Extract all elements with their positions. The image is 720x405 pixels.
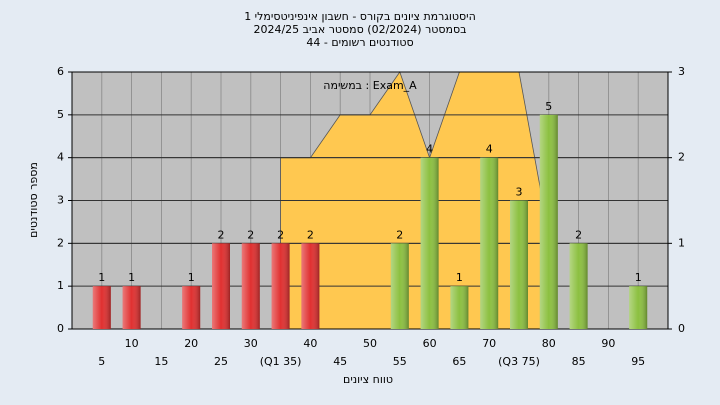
- x-tick-label: 85: [572, 355, 586, 368]
- data-label: 1: [98, 271, 105, 284]
- x-tick-label: 45: [333, 355, 347, 368]
- bar-shade: [92, 286, 111, 329]
- bar-shade: [212, 243, 230, 329]
- data-label: 1: [128, 271, 135, 284]
- y2-tick-label: 3: [678, 65, 685, 78]
- x-tick-label: 50: [363, 337, 377, 350]
- y-tick-label: 2: [57, 236, 64, 249]
- x-tick-label: 80: [542, 337, 556, 350]
- x-tick-label: (Q1 35): [260, 355, 302, 368]
- data-label: 1: [188, 271, 195, 284]
- bar-shade: [390, 243, 409, 329]
- bar-shade: [539, 114, 558, 329]
- data-label: 2: [218, 228, 225, 241]
- x-tick-label: 40: [303, 337, 317, 350]
- data-label: 2: [307, 228, 314, 241]
- data-label: 3: [516, 186, 523, 199]
- chart-title: היסטוגרמת ציונים בקורס - חשבון אינפיניטס…: [244, 10, 476, 23]
- data-label: 2: [575, 228, 582, 241]
- data-label: 5: [545, 100, 552, 113]
- x-tick-label: 30: [244, 337, 258, 350]
- data-label: 2: [277, 228, 284, 241]
- data-label: 2: [247, 228, 254, 241]
- chart-subtitle: סטודנטים רשומים - 44: [306, 36, 413, 49]
- y-axis-label: מספר סטודנטים: [27, 162, 40, 238]
- x-tick-label: 25: [214, 355, 228, 368]
- bar-shade: [122, 286, 141, 329]
- x-tick-label: 95: [631, 355, 645, 368]
- bar-shade: [271, 243, 290, 329]
- y-tick-label: 5: [57, 108, 64, 121]
- bar-shade: [301, 243, 320, 329]
- x-tick-label: 65: [452, 355, 466, 368]
- y2-tick-label: 2: [678, 151, 685, 164]
- data-label: 4: [426, 143, 433, 156]
- x-axis-label: טווח ציונים: [343, 373, 393, 386]
- annotation: Exam_A : במשימה: [323, 79, 417, 92]
- bar-shade: [241, 243, 260, 329]
- data-label: 2: [396, 228, 403, 241]
- bar-shade: [480, 157, 499, 329]
- y-tick-label: 4: [57, 151, 64, 164]
- bar-shade: [420, 157, 439, 329]
- data-label: 1: [456, 271, 463, 284]
- y-tick-label: 1: [57, 279, 64, 292]
- y-tick-label: 6: [57, 65, 64, 78]
- plot-border: [71, 71, 669, 330]
- bar-shade: [510, 200, 528, 329]
- y-tick-label: 0: [57, 322, 64, 335]
- y2-tick-label: 1: [678, 236, 685, 249]
- data-label: 1: [635, 271, 642, 284]
- x-tick-label: 15: [154, 355, 168, 368]
- bar-shade: [629, 286, 648, 329]
- x-tick-label: 90: [601, 337, 615, 350]
- bar-shade: [569, 243, 588, 329]
- x-tick-label: 10: [125, 337, 139, 350]
- bar-shade: [450, 286, 469, 329]
- y2-tick-label: 0: [678, 322, 685, 335]
- data-label: 4: [486, 143, 493, 156]
- x-tick-label: 60: [423, 337, 437, 350]
- x-tick-label: (Q3 75): [498, 355, 540, 368]
- x-tick-label: 70: [482, 337, 496, 350]
- x-tick-label: 55: [393, 355, 407, 368]
- bar-shade: [182, 286, 201, 329]
- y-tick-label: 3: [57, 194, 64, 207]
- x-tick-label: 5: [98, 355, 105, 368]
- chart-subtitle: בסמסטר (02/2024) סמסטר אביב 2024/25: [253, 23, 466, 36]
- x-tick-label: 20: [184, 337, 198, 350]
